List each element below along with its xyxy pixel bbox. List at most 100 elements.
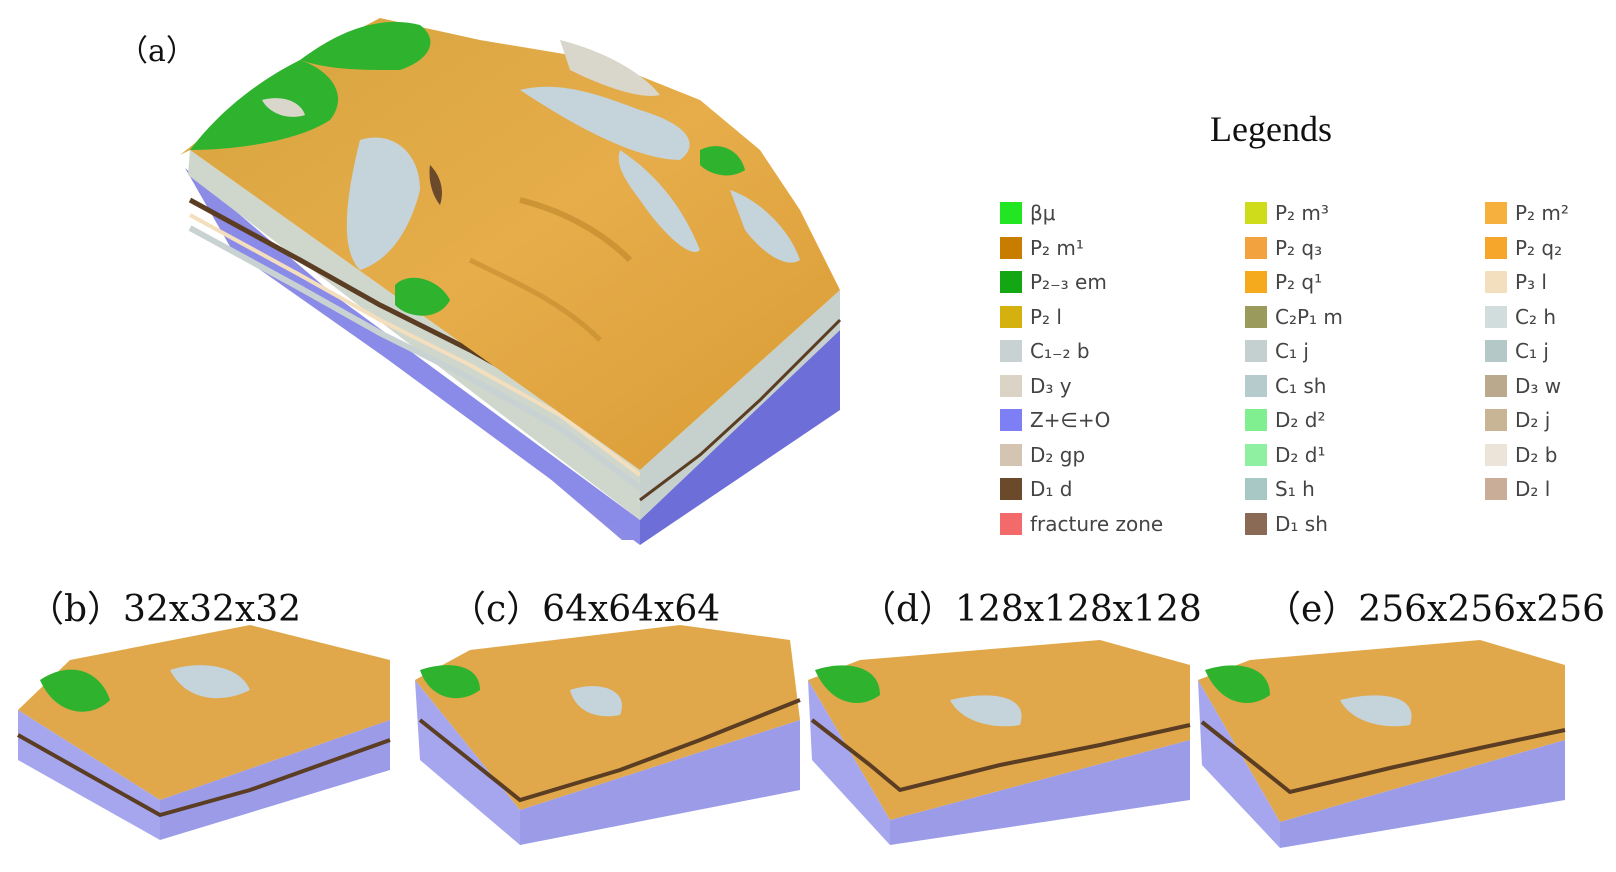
- legend-item: D₂ j: [1485, 403, 1616, 438]
- legend-label: D₁ d: [1030, 477, 1073, 502]
- legend-item: fracture zone: [1000, 507, 1190, 542]
- legend-title: Legends: [1210, 109, 1332, 149]
- legend-item: D₂ b: [1485, 438, 1616, 473]
- legend-swatch: [1000, 409, 1022, 432]
- legend-item: Z+∈+O: [1000, 403, 1190, 438]
- legend-swatch: [1485, 478, 1507, 501]
- legend-item: C₁₋₂ b: [1000, 334, 1190, 369]
- legend-item: D₃ w: [1485, 369, 1616, 404]
- legend-label: D₂ j: [1515, 408, 1551, 433]
- legend-column-1: βμ P₂ m¹ P₂₋₃ em P₂ l C₁₋₂ b D₃ y Z+∈+O D₂ gp D₁…: [1000, 196, 1190, 541]
- legend-item: D₁ d: [1000, 472, 1190, 507]
- legend-label: Z+∈+O: [1030, 408, 1111, 433]
- legend-swatch: [1485, 340, 1507, 363]
- legend-label: D₂ gp: [1030, 442, 1086, 467]
- legend-column-3: P₂ m² P₂ q₂ P₃ l C₂ h C₁ j D₃ w D₂ j D₂ b D₂ l: [1485, 196, 1616, 507]
- legend-label: fracture zone: [1030, 511, 1164, 536]
- legend-item: P₂ m²: [1485, 196, 1616, 231]
- legend-label: P₂ m²: [1515, 201, 1569, 226]
- legend-swatch: [1245, 271, 1267, 294]
- legend-label: S₁ h: [1275, 477, 1315, 502]
- legend-item: P₂ m³: [1245, 196, 1435, 231]
- legend-swatch: [1485, 374, 1507, 397]
- legend-item: D₃ y: [1000, 369, 1190, 404]
- legend-swatch: [1000, 202, 1022, 225]
- legend-item: C₁ sh: [1245, 369, 1435, 404]
- legend-swatch: [1000, 305, 1022, 328]
- legend-label: P₂₋₃ em: [1030, 270, 1107, 295]
- legend-label: D₃ y: [1030, 373, 1072, 398]
- legend-label: D₁ sh: [1275, 511, 1328, 536]
- legend-item: S₁ h: [1245, 472, 1435, 507]
- legend-swatch: [1245, 443, 1267, 466]
- legend-item: P₂ q₂: [1485, 231, 1616, 266]
- model-block-a: [180, 18, 842, 545]
- legend-item: βμ: [1000, 196, 1190, 231]
- legend-swatch: [1245, 202, 1267, 225]
- legend-swatch: [1485, 409, 1507, 432]
- legend-item: P₂ l: [1000, 300, 1190, 335]
- legend-label: C₁₋₂ b: [1030, 339, 1090, 364]
- legend-item: D₂ gp: [1000, 438, 1190, 473]
- legend-swatch: [1485, 443, 1507, 466]
- legend-label: C₂ h: [1515, 304, 1557, 329]
- legend-label: P₂ q₂: [1515, 235, 1563, 260]
- legend-swatch: [1485, 236, 1507, 259]
- legend-item: D₂ d²: [1245, 403, 1435, 438]
- legend-swatch: [1245, 409, 1267, 432]
- legend-swatch: [1000, 236, 1022, 259]
- legend-swatch: [1245, 374, 1267, 397]
- legend-swatch: [1485, 305, 1507, 328]
- legend-label: C₁ j: [1515, 339, 1549, 364]
- legend-label: P₂ q¹: [1275, 270, 1323, 295]
- legend-swatch: [1485, 202, 1507, 225]
- model-block-c: [415, 625, 801, 845]
- legend-label: P₂ m¹: [1030, 235, 1084, 260]
- legend-item: C₂ h: [1485, 300, 1616, 335]
- legend-label: C₂P₁ m: [1275, 304, 1343, 329]
- legend-item: P₂ q₃: [1245, 231, 1435, 266]
- legend-label: D₂ b: [1515, 442, 1558, 467]
- panel-label-e: （e）256x256x256: [1265, 589, 1606, 630]
- legend-swatch: [1000, 478, 1022, 501]
- legend-swatch: [1245, 340, 1267, 363]
- legend-swatch: [1000, 512, 1022, 535]
- legend-swatch: [1000, 443, 1022, 466]
- legend-label: βμ: [1030, 201, 1056, 226]
- model-block-b: [17, 625, 391, 840]
- legend-swatch: [1245, 478, 1267, 501]
- legend-label: D₂ d²: [1275, 408, 1326, 433]
- panel-label-b: （b）32x32x32: [28, 589, 302, 630]
- legend-label: D₂ d¹: [1275, 442, 1326, 467]
- legend-label: P₂ m³: [1275, 201, 1329, 226]
- legend-item: D₁ sh: [1245, 507, 1435, 542]
- legend-item: C₁ j: [1245, 334, 1435, 369]
- legend-swatch: [1245, 305, 1267, 328]
- legend-label: D₃ w: [1515, 373, 1562, 398]
- model-block-e: [1198, 640, 1566, 848]
- legend: βμ P₂ m¹ P₂₋₃ em P₂ l C₁₋₂ b D₃ y Z+∈+O D₂ gp D₁…: [1000, 196, 1600, 546]
- panel-label-c: （c）64x64x64: [450, 589, 721, 630]
- model-block-d: [808, 640, 1191, 845]
- legend-label: C₁ j: [1275, 339, 1309, 364]
- legend-item: P₂₋₃ em: [1000, 265, 1190, 300]
- legend-swatch: [1000, 271, 1022, 294]
- legend-label: C₁ sh: [1275, 373, 1327, 398]
- legend-swatch: [1000, 340, 1022, 363]
- legend-swatch: [1485, 271, 1507, 294]
- panel-label-a: （a）: [118, 34, 196, 69]
- legend-swatch: [1000, 374, 1022, 397]
- legend-label: P₃ l: [1515, 270, 1547, 295]
- legend-item: C₁ j: [1485, 334, 1616, 369]
- legend-swatch: [1245, 512, 1267, 535]
- legend-item: P₃ l: [1485, 265, 1616, 300]
- legend-item: D₂ l: [1485, 472, 1616, 507]
- legend-column-2: P₂ m³ P₂ q₃ P₂ q¹ C₂P₁ m C₁ j C₁ sh D₂ d² D₂ d¹…: [1245, 196, 1435, 541]
- legend-swatch: [1245, 236, 1267, 259]
- legend-item: D₂ d¹: [1245, 438, 1435, 473]
- legend-label: D₂ l: [1515, 477, 1551, 502]
- legend-item: P₂ m¹: [1000, 231, 1190, 266]
- panel-label-d: （d）128x128x128: [860, 589, 1202, 630]
- legend-item: P₂ q¹: [1245, 265, 1435, 300]
